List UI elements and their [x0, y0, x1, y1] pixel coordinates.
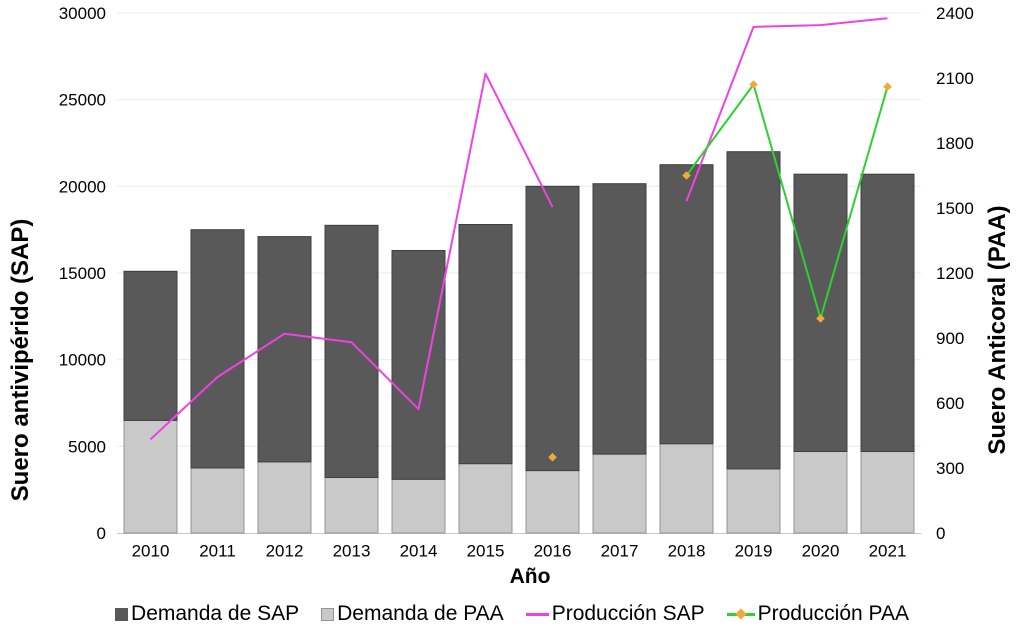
y-axis-title-right: Suero Anticoral (PAA)	[984, 205, 1011, 455]
bar-demanda-paa-2017	[592, 453, 647, 534]
x-axis-title: Año	[509, 565, 551, 588]
x-tick-label-2012: 2012	[266, 542, 304, 561]
bar-demanda-sap-2016	[525, 185, 580, 472]
y-right-tick-label-300: 300	[936, 459, 964, 478]
x-tick-label-2020: 2020	[802, 542, 840, 561]
bar-demanda-sap-2011	[190, 229, 245, 469]
bar-demanda-paa-2016	[525, 470, 580, 534]
bar-demanda-sap-2021	[860, 173, 915, 452]
x-tick-label-2015: 2015	[467, 542, 505, 561]
x-tick-label-2010: 2010	[132, 542, 170, 561]
bar-demanda-sap-2018	[659, 164, 714, 445]
bar-demanda-paa-2013	[324, 477, 379, 534]
bar-demanda-sap-2015	[458, 224, 513, 465]
legend-label-demanda-paa: Demanda de PAA	[337, 602, 504, 625]
x-tick-label-2017: 2017	[601, 542, 639, 561]
y-right-tick-label-1500: 1500	[936, 199, 974, 218]
legend: Demanda de SAP Demanda de PAA Producción…	[0, 602, 1024, 626]
bar-demanda-sap-2010	[123, 270, 178, 421]
marker-produccion-paa-2018	[682, 171, 691, 180]
bar-demanda-paa-2018	[659, 443, 714, 534]
legend-swatch-light-square	[321, 607, 335, 621]
x-tick-label-2016: 2016	[534, 542, 572, 561]
bar-demanda-sap-2014	[391, 250, 446, 480]
y-left-tick-label-30000: 30000	[59, 4, 106, 23]
y-left-tick-label-25000: 25000	[59, 91, 106, 110]
bar-demanda-sap-2019	[726, 151, 781, 470]
y-right-tick-label-2100: 2100	[936, 69, 974, 88]
legend-swatch-dark-square	[115, 607, 129, 621]
bar-demanda-paa-2020	[793, 451, 848, 534]
x-tick-label-2013: 2013	[333, 542, 371, 561]
y-right-tick-label-2400: 2400	[936, 4, 974, 23]
bar-demanda-paa-2019	[726, 468, 781, 534]
line-produccion-sap	[149, 17, 888, 441]
legend-item-produccion-paa: Producción PAA	[726, 602, 909, 626]
bar-demanda-paa-2012	[257, 461, 312, 534]
y-right-tick-label-600: 600	[936, 394, 964, 413]
orange-diamond-icon	[734, 608, 747, 620]
bar-demanda-sap-2017	[592, 183, 647, 455]
y-right-tick-label-900: 900	[936, 329, 964, 348]
x-tick-label-2018: 2018	[668, 542, 706, 561]
y-right-tick-label-1200: 1200	[936, 264, 974, 283]
marker-produccion-paa-2016	[548, 452, 557, 462]
marker-produccion-paa-2019	[749, 80, 758, 89]
legend-label-produccion-sap: Producción SAP	[551, 602, 705, 625]
x-tick-label-2021: 2021	[869, 542, 907, 561]
legend-swatch-green-line-diamond	[726, 608, 755, 620]
legend-swatch-magenta-line	[525, 612, 549, 616]
x-tick-label-2011: 2011	[199, 542, 236, 561]
y-axis-title-left: Suero antivipérido (SAP)	[7, 218, 34, 502]
y-right-tick-label-0: 0	[936, 524, 945, 543]
y-left-tick-label-0: 0	[97, 524, 106, 543]
bar-demanda-paa-2011	[190, 467, 245, 534]
y-left-tick-label-20000: 20000	[59, 177, 106, 196]
bar-demanda-sap-2012	[257, 236, 312, 463]
y-left-tick-label-15000: 15000	[59, 264, 106, 283]
bar-demanda-paa-2021	[860, 451, 915, 534]
bar-demanda-paa-2010	[123, 419, 178, 534]
y-left-tick-label-5000: 5000	[68, 437, 106, 456]
legend-label-demanda-sap: Demanda de SAP	[131, 602, 300, 625]
y-left-tick-label-10000: 10000	[59, 351, 106, 370]
legend-item-demanda-sap: Demanda de SAP	[115, 602, 299, 626]
x-tick-label-2014: 2014	[400, 542, 438, 561]
x-tick-label-2019: 2019	[735, 542, 773, 561]
legend-item-produccion-sap: Producción SAP	[525, 602, 705, 626]
legend-label-produccion-paa: Producción PAA	[757, 602, 909, 625]
bar-demanda-paa-2015	[458, 463, 513, 534]
marker-produccion-paa-2021	[883, 82, 892, 91]
bar-demanda-sap-2020	[793, 173, 848, 452]
line-produccion-paa	[685, 83, 889, 320]
marker-produccion-paa-2020	[816, 314, 825, 323]
legend-item-demanda-paa: Demanda de PAA	[321, 602, 504, 626]
bar-demanda-sap-2013	[324, 224, 379, 478]
y-right-tick-label-1800: 1800	[936, 134, 974, 153]
bar-demanda-paa-2014	[391, 478, 446, 534]
